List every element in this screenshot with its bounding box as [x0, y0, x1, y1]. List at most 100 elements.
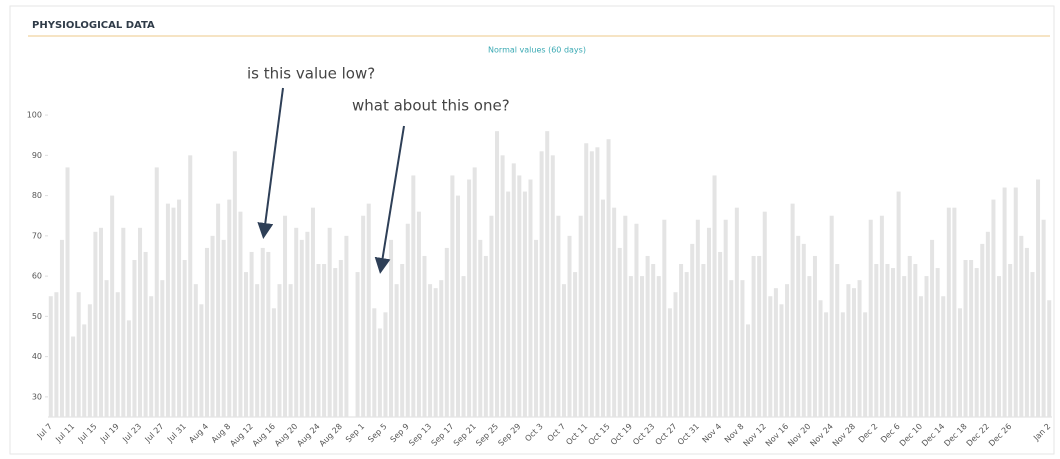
- bar: [355, 272, 360, 417]
- bar: [924, 276, 929, 417]
- bar: [997, 276, 1002, 417]
- y-tick-label: 60: [32, 272, 42, 281]
- bar: [400, 264, 405, 417]
- bar: [126, 320, 131, 417]
- bar: [556, 215, 561, 417]
- bar: [667, 308, 672, 417]
- bar: [840, 312, 845, 417]
- bar: [734, 207, 739, 417]
- bar: [478, 239, 483, 417]
- y-tick-label: 80: [32, 191, 42, 200]
- bar: [405, 223, 410, 417]
- bar: [762, 211, 767, 417]
- bar: [913, 264, 918, 417]
- annotation-arrow: [374, 125, 405, 274]
- bar: [679, 264, 684, 417]
- bar: [1002, 187, 1007, 417]
- bar: [344, 235, 349, 417]
- bar: [444, 247, 449, 417]
- bar: [807, 276, 812, 417]
- annotation: is this value low?: [247, 65, 375, 83]
- bar: [65, 167, 70, 417]
- bar: [534, 239, 539, 417]
- bar: [946, 207, 951, 417]
- bar: [801, 243, 806, 417]
- bar: [1041, 219, 1046, 417]
- bar: [165, 203, 170, 417]
- bar: [930, 239, 935, 417]
- bar: [740, 280, 745, 417]
- bar: [500, 155, 505, 418]
- bar: [232, 151, 237, 418]
- bar: [835, 264, 840, 417]
- bar: [790, 203, 795, 417]
- bar: [718, 251, 723, 417]
- bar: [121, 227, 126, 417]
- bar: [104, 280, 109, 417]
- bar: [433, 288, 438, 417]
- bar: [472, 167, 477, 417]
- bar: [322, 264, 327, 417]
- bar: [868, 219, 873, 417]
- bar: [662, 219, 667, 417]
- bar: [316, 264, 321, 417]
- bar: [857, 280, 862, 417]
- bar: [377, 328, 382, 417]
- y-tick-label: 90: [32, 151, 42, 160]
- bar: [595, 147, 600, 418]
- bar: [1008, 264, 1013, 417]
- bar: [969, 260, 974, 417]
- bar: [461, 276, 466, 417]
- bar: [227, 199, 232, 417]
- bar: [54, 292, 59, 417]
- bar: [333, 268, 338, 417]
- bar: [851, 288, 856, 417]
- bar: [991, 199, 996, 417]
- bar: [182, 260, 187, 417]
- bar: [963, 260, 968, 417]
- bar: [260, 247, 265, 417]
- bar: [177, 199, 182, 417]
- bar: [327, 227, 332, 417]
- bar: [71, 336, 76, 417]
- y-tick-label: 40: [32, 352, 42, 361]
- bar: [59, 239, 64, 417]
- bar: [310, 207, 315, 417]
- bar: [411, 175, 416, 417]
- bar: [255, 284, 260, 417]
- bar: [985, 231, 990, 417]
- bar: [589, 151, 594, 418]
- bar: [98, 227, 103, 417]
- bar: [974, 268, 979, 417]
- bar: [651, 264, 656, 417]
- bar: [935, 268, 940, 417]
- y-tick-label: 50: [32, 312, 42, 321]
- chart-title: PHYSIOLOGICAL DATA: [32, 20, 155, 31]
- bar: [701, 264, 706, 417]
- bar: [149, 296, 154, 417]
- bar: [82, 324, 87, 417]
- bar: [785, 284, 790, 417]
- bar: [941, 296, 946, 417]
- bar: [918, 296, 923, 417]
- bar: [796, 235, 801, 417]
- bar: [673, 292, 678, 417]
- bar: [389, 239, 394, 417]
- bar: [338, 260, 343, 417]
- bar: [416, 211, 421, 417]
- bar: [455, 195, 460, 417]
- bar: [1013, 187, 1018, 417]
- bar: [885, 264, 890, 417]
- bar: [188, 155, 193, 418]
- bar: [483, 255, 488, 417]
- bar: [528, 179, 533, 417]
- bar: [506, 191, 511, 417]
- annotation: what about this one?: [352, 97, 510, 115]
- bar: [221, 239, 226, 417]
- bar: [706, 227, 711, 417]
- bar: [138, 227, 143, 417]
- bar: [244, 272, 249, 417]
- bar: [606, 139, 611, 417]
- bar: [271, 308, 276, 417]
